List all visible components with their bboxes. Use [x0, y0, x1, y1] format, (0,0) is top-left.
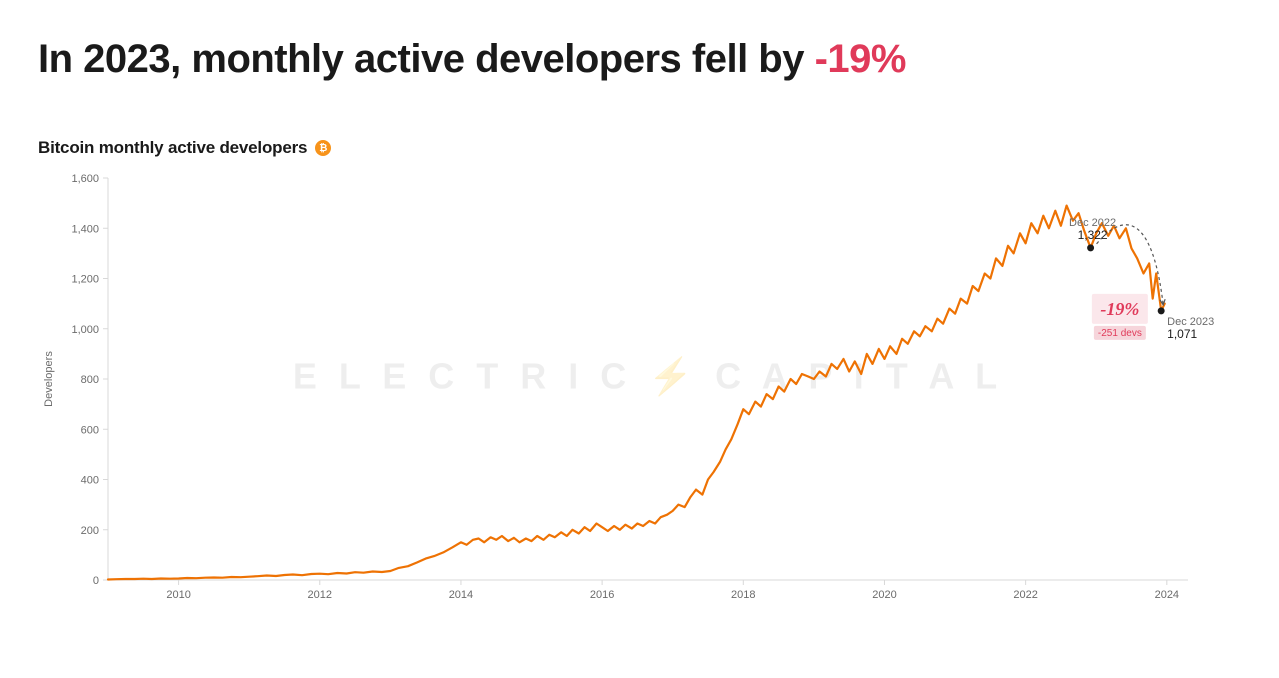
callout-start-value: 1,322 — [1078, 228, 1108, 242]
callout-dot — [1087, 244, 1094, 251]
change-badge-sub: -251 devs — [1098, 328, 1142, 339]
x-tick-label: 2018 — [731, 589, 755, 601]
x-tick-label: 2024 — [1155, 589, 1179, 601]
line-chart: E L E C T R I C ⚡ C A P I T A L 0 200 400 60… — [38, 164, 1238, 616]
chart-subtitle: Bitcoin monthly active developers ₿ — [38, 138, 1249, 158]
x-tick-label: 2016 — [590, 589, 614, 601]
x-tick-label: 2010 — [166, 589, 190, 601]
y-axis-label: Developers — [43, 351, 55, 407]
x-tick-label: 2012 — [308, 589, 332, 601]
x-tick-label: 2014 — [449, 589, 473, 601]
y-tick-label: 200 — [81, 525, 99, 537]
y-tick-label: 400 — [81, 475, 99, 487]
page-root: In 2023, monthly active developers fell … — [0, 0, 1279, 678]
callout-end-value: 1,071 — [1167, 327, 1197, 341]
y-tick-label: 1,200 — [71, 274, 99, 286]
y-tick-label: 0 — [93, 575, 99, 587]
callout-dot — [1158, 307, 1165, 314]
watermark: E L E C T R I C ⚡ C A P I T A L — [293, 356, 1003, 398]
x-tick-label: 2022 — [1013, 589, 1037, 601]
headline-pct: -19% — [815, 37, 906, 81]
y-tick-label: 600 — [81, 424, 99, 436]
y-tick-label: 1,400 — [71, 223, 99, 235]
chart-container: E L E C T R I C ⚡ C A P I T A L 0 200 400 60… — [38, 164, 1238, 616]
headline-text: In 2023, monthly active developers fell … — [38, 37, 815, 81]
y-tick-label: 1,600 — [71, 173, 99, 185]
y-tick-label: 1,000 — [71, 324, 99, 336]
bitcoin-icon: ₿ — [315, 140, 331, 156]
y-tick-label: 800 — [81, 374, 99, 386]
change-badge-pct: -19% — [1100, 299, 1139, 319]
subtitle-text: Bitcoin monthly active developers — [38, 138, 307, 158]
x-tick-label: 2020 — [872, 589, 896, 601]
headline: In 2023, monthly active developers fell … — [38, 36, 1249, 82]
